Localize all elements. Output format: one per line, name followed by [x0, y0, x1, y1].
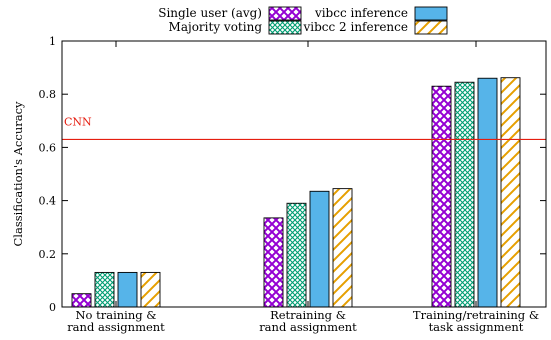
y-tick-label: 0.2	[39, 248, 57, 261]
bar-vibcc-2-inference-1	[140, 271, 161, 308]
legend-label-single-user: Single user (avg)	[158, 6, 262, 20]
bar-vibcc-inference-3	[477, 77, 498, 308]
y-tick-label: 0.8	[39, 88, 57, 101]
bar-single-user-avg--3	[431, 85, 452, 308]
bar-majority-voting-3	[454, 81, 475, 308]
legend-swatch-vibcc-2-inference	[414, 20, 448, 35]
legend-label-majority-voting: Majority voting	[169, 20, 263, 34]
y-tick-label: 0.6	[39, 141, 57, 154]
bar-vibcc-inference-2	[309, 190, 330, 308]
category-label: rand assignment	[259, 320, 357, 334]
legend-label-vibcc-inference: vibcc inference	[314, 6, 408, 20]
bar-single-user-avg--1	[71, 293, 92, 308]
legend-swatch-vibcc-inference	[414, 6, 448, 21]
category-label: No training &	[75, 308, 156, 322]
category-label: task assignment	[429, 320, 524, 334]
legend-swatch-single-user	[268, 6, 302, 21]
plot-frame	[61, 40, 547, 308]
bar-majority-voting-1	[94, 271, 115, 308]
category-label: rand assignment	[67, 320, 165, 334]
bar-vibcc-inference-1	[117, 271, 138, 308]
y-tick-label: 1	[49, 35, 56, 48]
cnn-reference-label: CNN	[64, 115, 92, 128]
bar-majority-voting-2	[286, 202, 307, 308]
bar-vibcc-2-inference-2	[332, 188, 353, 308]
y-axis-ticks: 0 0.2 0.4 0.6 0.8 1	[39, 35, 546, 314]
bar-vibcc-2-inference-3	[500, 77, 521, 308]
y-axis-label: Classification's Accuracy	[11, 101, 25, 247]
bars	[71, 77, 521, 308]
category-label: Retraining &	[270, 308, 346, 322]
legend-swatch-majority-voting	[268, 20, 302, 35]
bar-single-user-avg--2	[263, 217, 284, 308]
y-tick-label: 0	[49, 301, 56, 314]
y-tick-label: 0.4	[39, 195, 57, 208]
legend: Single user (avg) Majority voting vibcc …	[158, 6, 448, 35]
legend-label-vibcc-2-inference: vibcc 2 inference	[302, 20, 408, 34]
category-label: Training/retraining &	[413, 308, 539, 322]
